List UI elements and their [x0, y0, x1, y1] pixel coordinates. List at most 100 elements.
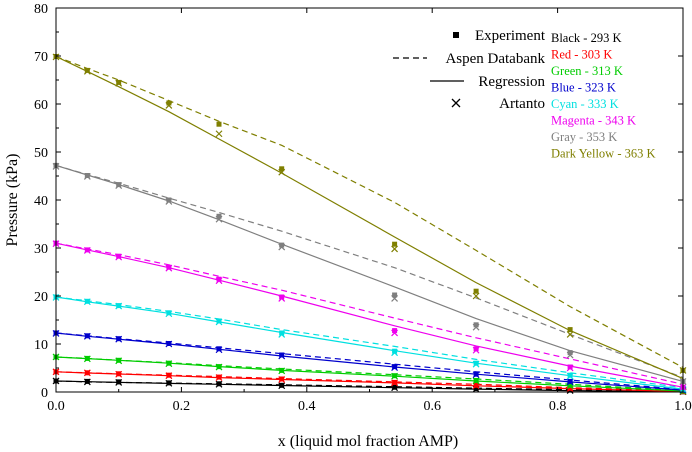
artanto-point: [215, 277, 223, 285]
artanto-point: [215, 215, 223, 223]
artanto-point: [472, 377, 480, 385]
y-tick-label: 20: [34, 290, 48, 305]
artanto-point: [566, 330, 574, 338]
artanto-point: [472, 360, 480, 368]
y-tick-label: 0: [41, 386, 48, 401]
artanto-point: [83, 332, 91, 340]
x-tick-label: 1.0: [674, 399, 692, 414]
artanto-point: [83, 378, 91, 386]
artanto-point: [472, 323, 480, 331]
artanto-point: [165, 198, 173, 205]
artanto-point: [566, 364, 574, 372]
artanto-point: [391, 294, 399, 302]
artanto-point: [165, 264, 173, 272]
artanto-point: [83, 369, 91, 377]
artanto-point: [83, 246, 91, 254]
artanto-point: [215, 130, 223, 138]
aspen-databank-line: [55, 296, 684, 389]
y-tick-label: 10: [34, 338, 48, 353]
y-tick-label: 30: [34, 242, 48, 257]
regression-line: [55, 356, 684, 392]
artanto-point: [165, 360, 173, 368]
color-legend-entry: Black - 293 K: [551, 31, 621, 45]
artanto-point: [215, 346, 223, 354]
experiment-point: [567, 364, 573, 370]
artanto-point: [278, 330, 286, 338]
experiment-point: [279, 166, 285, 172]
artanto-point: [215, 380, 223, 388]
regression-line: [55, 242, 684, 388]
artanto-point: [391, 379, 399, 387]
legend-cross-symbol: [451, 98, 461, 108]
experiment-point: [216, 318, 222, 324]
color-legend-entry: Magenta - 343 K: [551, 114, 636, 128]
artanto-point: [391, 364, 399, 371]
artanto-point: [215, 318, 223, 326]
artanto-point: [115, 335, 123, 343]
artanto-point: [278, 367, 286, 375]
artanto-point: [278, 352, 286, 360]
series-6: [52, 162, 687, 385]
artanto-point: [165, 340, 173, 348]
artanto-point: [83, 298, 91, 306]
legend-label: Artanto: [499, 96, 545, 112]
artanto-point: [115, 378, 123, 386]
artanto-point: [278, 243, 286, 251]
artanto-point: [278, 376, 286, 383]
experiment-point: [279, 352, 285, 358]
artanto-point: [278, 382, 286, 390]
legend-item-cross: Artanto: [451, 96, 545, 112]
experiment-point: [567, 350, 573, 356]
experiment-point: [392, 328, 398, 334]
regression-line: [55, 164, 684, 382]
experiment-point: [166, 100, 172, 106]
experiment-point: [216, 213, 222, 219]
x-axis-label: x (liquid mol fraction AMP): [278, 433, 458, 450]
artanto-point: [115, 357, 123, 365]
experiment-point: [473, 360, 479, 366]
x-tick-label: 0.0: [47, 399, 65, 414]
color-legend-entry: Gray - 353 K: [551, 130, 617, 144]
legend-item-solid: Regression: [430, 74, 545, 90]
artanto-point: [472, 371, 480, 379]
experiment-point: [116, 182, 122, 188]
experiment-point: [84, 67, 90, 73]
artanto-point: [278, 168, 286, 176]
experiment-point: [392, 364, 398, 370]
y-tick-label: 80: [34, 2, 48, 17]
series-4: [52, 294, 687, 393]
experiment-point: [116, 79, 122, 85]
artanto-point: [115, 302, 123, 310]
color-legend-entry: Dark Yellow - 363 K: [551, 147, 656, 161]
experiment-point: [392, 292, 398, 298]
axes: 0.0 0.2 0.4 0.6 0.8 1.0 0 10 20 30 40 50 60 70 80: [34, 2, 692, 414]
artanto-point: [165, 102, 173, 109]
color-legend-entry: Red - 303 K: [551, 48, 612, 62]
artanto-point: [391, 372, 399, 380]
experiment-point: [116, 253, 122, 259]
artanto-point: [165, 372, 173, 380]
x-tick-label: 0.4: [298, 399, 316, 414]
artanto-point: [215, 374, 223, 382]
x-tick-label: 0.8: [549, 399, 567, 414]
regression-line: [55, 55, 684, 380]
experiment-point: [216, 276, 222, 282]
experiment-point: [567, 327, 573, 333]
color-legend-entry: Cyan - 333 K: [551, 97, 619, 111]
aspen-databank-line: [55, 356, 684, 392]
artanto-point: [83, 173, 91, 180]
regression-line: [55, 380, 684, 393]
color-legend-entry: Green - 313 K: [551, 64, 623, 78]
legend-square-symbol: [453, 32, 459, 38]
experiment-point: [392, 241, 398, 247]
x-tick-label: 0.6: [423, 399, 441, 414]
experiment-point: [216, 346, 222, 352]
artanto-point: [115, 79, 123, 87]
legend-label: Regression: [478, 74, 545, 90]
artanto-point: [472, 292, 480, 300]
experiment-point: [392, 348, 398, 354]
experiment-point: [279, 330, 285, 336]
artanto-point: [391, 245, 399, 253]
experiment-point: [473, 288, 479, 294]
